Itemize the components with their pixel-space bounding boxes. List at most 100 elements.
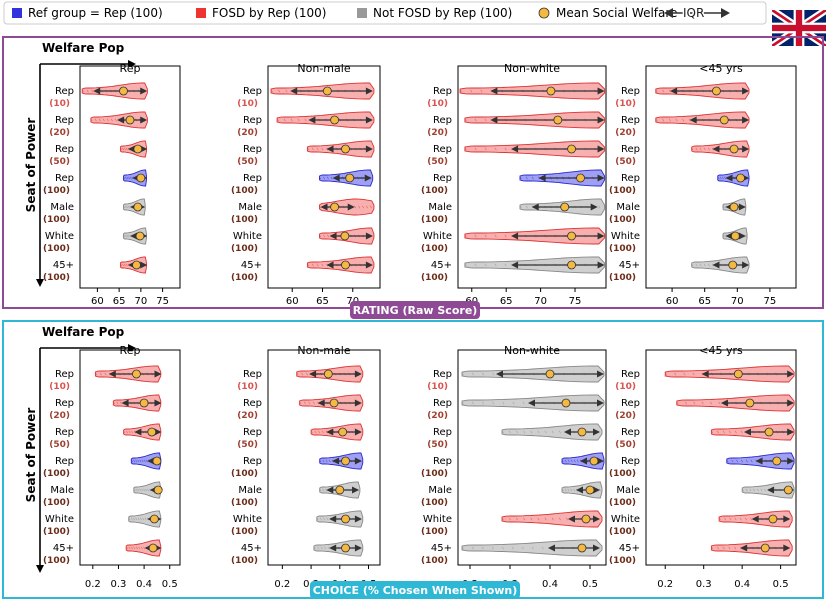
data-tick xyxy=(492,372,495,376)
data-tick xyxy=(598,205,601,209)
row-label: Rep xyxy=(243,144,262,155)
mean-marker xyxy=(330,115,339,125)
data-tick xyxy=(326,176,329,180)
x-tick-label: 65 xyxy=(500,296,513,307)
iqr-left-arrowhead xyxy=(130,232,138,240)
mean-marker xyxy=(764,427,774,437)
data-tick xyxy=(301,372,304,376)
data-tick xyxy=(691,263,694,267)
data-tick xyxy=(297,118,300,122)
row-label: Rep xyxy=(621,86,640,97)
data-tick xyxy=(544,517,547,521)
row-label: Rep xyxy=(243,115,262,126)
iqr-right-arrowhead xyxy=(593,428,600,436)
data-tick xyxy=(662,118,665,122)
data-tick xyxy=(675,118,678,122)
iqr-right-arrowhead xyxy=(354,399,362,407)
row-label: Rep xyxy=(243,427,262,438)
panel-0-1: Non-male606570Rep(10)Rep(20)Rep(50)Rep(1… xyxy=(231,62,381,307)
data-tick xyxy=(481,546,484,550)
data-tick xyxy=(724,517,727,521)
iqr-left-arrowhead xyxy=(93,87,101,95)
x-tick-label: 60 xyxy=(666,296,679,307)
row-label: White xyxy=(423,231,452,242)
data-tick xyxy=(104,372,107,376)
legend-fosd-label: FOSD by Rep (100) xyxy=(212,6,326,20)
iqr-right-arrowhead xyxy=(787,428,795,436)
data-tick xyxy=(123,205,126,209)
mean-marker xyxy=(330,202,339,212)
mean-marker xyxy=(772,456,782,466)
data-tick xyxy=(668,89,671,93)
data-tick xyxy=(728,546,731,550)
iqr-left-arrowhead xyxy=(767,486,775,494)
iqr-right-arrowhead xyxy=(597,261,605,269)
data-tick xyxy=(541,546,544,550)
data-tick xyxy=(722,205,725,209)
iqr-left-arrowhead xyxy=(528,399,535,407)
data-tick xyxy=(676,401,679,405)
data-tick xyxy=(504,263,507,267)
row-size-label: (50) xyxy=(237,157,258,167)
mean-marker xyxy=(576,173,585,183)
data-tick xyxy=(285,89,288,93)
mean-marker xyxy=(341,514,350,524)
iqr-left-arrowhead xyxy=(490,87,498,95)
data-tick xyxy=(124,234,127,238)
data-tick xyxy=(703,147,706,151)
iqr-right-arrowhead xyxy=(738,232,746,240)
mean-marker xyxy=(736,173,745,183)
data-tick xyxy=(461,372,464,376)
iqr-right-arrowhead xyxy=(742,261,750,269)
data-tick xyxy=(726,459,729,463)
row-size-label: (50) xyxy=(427,157,448,167)
row-size-label: (10) xyxy=(427,382,448,392)
data-tick xyxy=(354,205,357,209)
data-tick xyxy=(703,263,706,267)
data-tick xyxy=(655,118,658,122)
data-tick xyxy=(270,89,273,93)
panel-title: Non-white xyxy=(504,344,560,357)
row-size-label: (100) xyxy=(231,273,258,283)
data-tick xyxy=(124,205,127,209)
legend-notfosd-label: Not FOSD by Rep (100) xyxy=(373,6,512,20)
data-tick xyxy=(320,546,323,550)
iqr-left-arrowhead xyxy=(725,232,733,240)
mean-marker xyxy=(345,173,355,183)
row-size-label: (10) xyxy=(237,382,258,392)
row-size-label: (50) xyxy=(237,440,258,450)
iqr-right-arrowhead xyxy=(597,399,604,407)
iqr-right-arrowhead xyxy=(593,544,600,552)
data-tick xyxy=(464,234,467,238)
data-tick xyxy=(511,546,514,550)
data-tick xyxy=(530,517,533,521)
sections: Welfare Pop Seat of Power Rep 60 65 70 75 Rep (1… xyxy=(24,41,797,599)
data-tick xyxy=(484,234,487,238)
data-tick xyxy=(721,176,724,180)
data-tick xyxy=(711,430,714,434)
row-label: White xyxy=(611,231,640,242)
data-tick xyxy=(516,430,519,434)
iqr-left-arrowhead xyxy=(309,370,317,378)
data-tick xyxy=(326,234,329,238)
mean-marker xyxy=(733,369,743,379)
iqr-left-arrowhead xyxy=(490,116,498,124)
row-label: Male xyxy=(616,485,640,496)
row-size-label: (20) xyxy=(237,128,258,138)
iqr-right-arrowhead xyxy=(597,87,605,95)
data-tick xyxy=(508,430,511,434)
row-size-label: (50) xyxy=(615,157,636,167)
data-tick xyxy=(130,517,133,521)
data-tick xyxy=(501,546,504,550)
data-tick xyxy=(519,176,522,180)
panel-frame xyxy=(267,349,381,566)
iqr-right-arrowhead xyxy=(140,261,148,269)
data-tick xyxy=(724,234,727,238)
data-tick xyxy=(120,147,123,151)
data-tick xyxy=(119,401,122,405)
iqr-right-arrowhead xyxy=(352,486,360,494)
row-label: White xyxy=(423,514,452,525)
data-tick xyxy=(461,546,464,550)
data-tick xyxy=(480,89,483,93)
data-tick xyxy=(319,459,322,463)
